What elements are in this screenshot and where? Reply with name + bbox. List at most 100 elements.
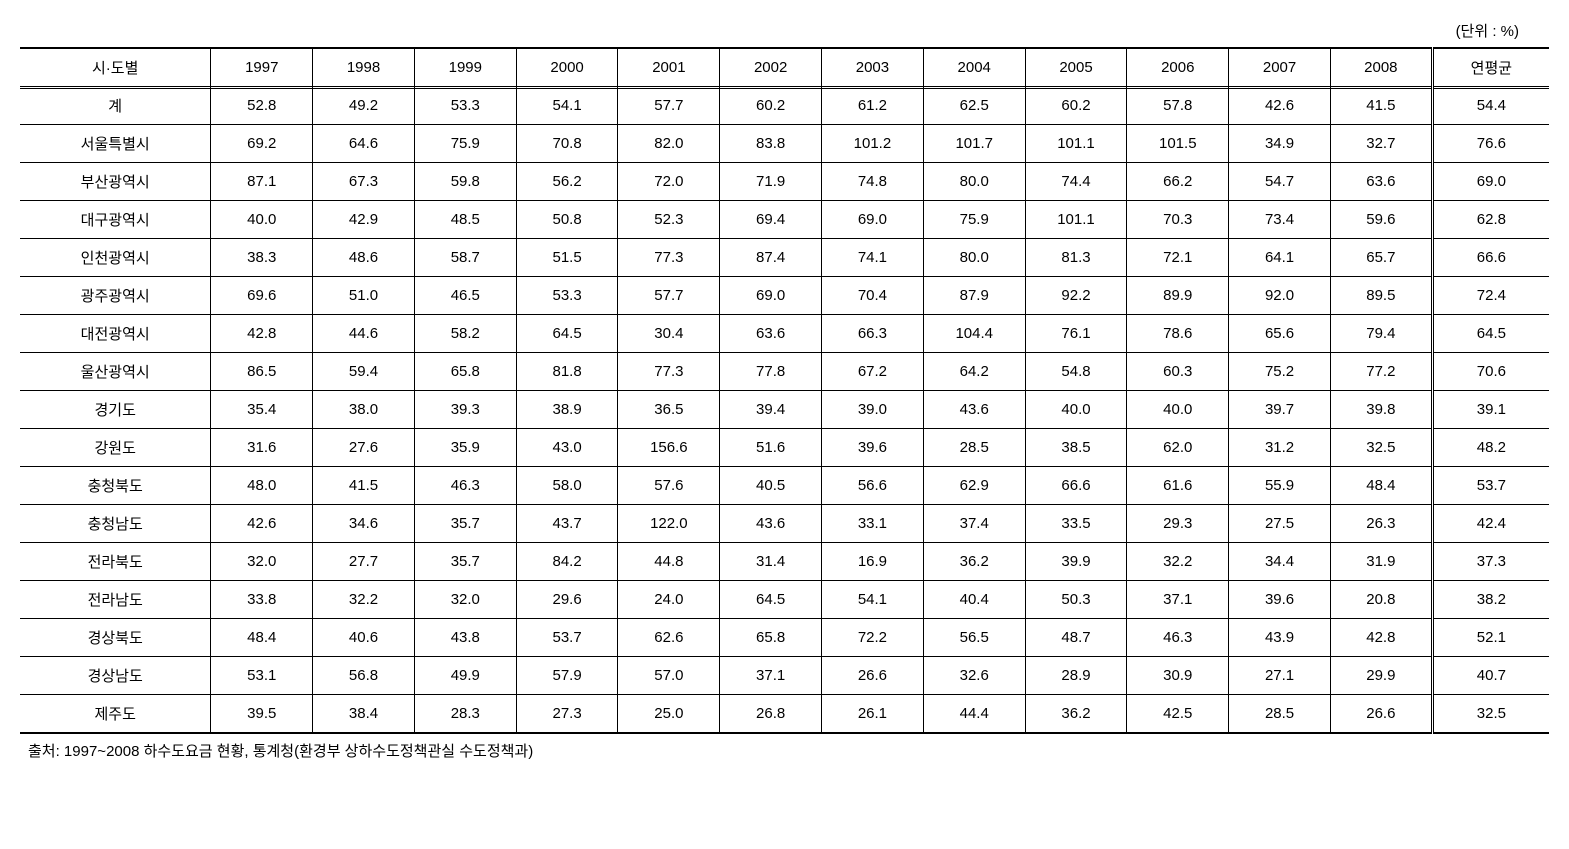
cell-value: 39.0 [822, 391, 924, 429]
cell-value: 39.6 [822, 429, 924, 467]
cell-value: 42.6 [1229, 87, 1331, 125]
cell-value: 43.6 [923, 391, 1025, 429]
cell-value: 38.0 [313, 391, 415, 429]
header-year: 2005 [1025, 48, 1127, 87]
cell-value: 37.1 [720, 657, 822, 695]
cell-value: 92.2 [1025, 277, 1127, 315]
cell-value: 80.0 [923, 163, 1025, 201]
cell-value: 65.8 [720, 619, 822, 657]
cell-value: 69.6 [211, 277, 313, 315]
cell-value: 53.7 [516, 619, 618, 657]
cell-value: 26.1 [822, 695, 924, 734]
table-body: 계52.849.253.354.157.760.261.262.560.257.… [20, 87, 1549, 734]
cell-value: 72.1 [1127, 239, 1229, 277]
cell-value: 54.8 [1025, 353, 1127, 391]
row-label: 강원도 [20, 429, 211, 467]
cell-value: 20.8 [1330, 581, 1432, 619]
cell-value: 36.2 [1025, 695, 1127, 734]
table-row: 인천광역시38.348.658.751.577.387.474.180.081.… [20, 239, 1549, 277]
cell-value: 53.3 [516, 277, 618, 315]
row-label: 대전광역시 [20, 315, 211, 353]
cell-value: 32.0 [211, 543, 313, 581]
cell-value: 87.1 [211, 163, 313, 201]
table-header-row: 시·도별199719981999200020012002200320042005… [20, 48, 1549, 87]
cell-value: 39.3 [414, 391, 516, 429]
cell-average: 72.4 [1432, 277, 1549, 315]
cell-value: 42.9 [313, 201, 415, 239]
cell-value: 75.9 [923, 201, 1025, 239]
table-row: 광주광역시69.651.046.553.357.769.070.487.992.… [20, 277, 1549, 315]
cell-value: 27.3 [516, 695, 618, 734]
cell-value: 48.4 [1330, 467, 1432, 505]
cell-value: 31.9 [1330, 543, 1432, 581]
cell-value: 70.3 [1127, 201, 1229, 239]
cell-value: 62.5 [923, 87, 1025, 125]
cell-value: 28.9 [1025, 657, 1127, 695]
cell-value: 56.5 [923, 619, 1025, 657]
row-label: 경상북도 [20, 619, 211, 657]
cell-average: 40.7 [1432, 657, 1549, 695]
row-label: 충청남도 [20, 505, 211, 543]
cell-value: 46.5 [414, 277, 516, 315]
cell-value: 58.2 [414, 315, 516, 353]
cell-value: 32.2 [313, 581, 415, 619]
cell-value: 65.7 [1330, 239, 1432, 277]
table-row: 부산광역시87.167.359.856.272.071.974.880.074.… [20, 163, 1549, 201]
header-year: 2008 [1330, 48, 1432, 87]
cell-value: 42.8 [1330, 619, 1432, 657]
cell-value: 66.3 [822, 315, 924, 353]
cell-value: 57.7 [618, 277, 720, 315]
cell-value: 59.6 [1330, 201, 1432, 239]
cell-value: 27.6 [313, 429, 415, 467]
cell-value: 61.2 [822, 87, 924, 125]
header-region: 시·도별 [20, 48, 211, 87]
cell-value: 29.3 [1127, 505, 1229, 543]
cell-average: 62.8 [1432, 201, 1549, 239]
table-row: 경상북도48.440.643.853.762.665.872.256.548.7… [20, 619, 1549, 657]
cell-value: 73.4 [1229, 201, 1331, 239]
row-label: 전라북도 [20, 543, 211, 581]
cell-value: 26.3 [1330, 505, 1432, 543]
cell-value: 89.5 [1330, 277, 1432, 315]
cell-value: 48.5 [414, 201, 516, 239]
cell-value: 101.7 [923, 125, 1025, 163]
row-label: 제주도 [20, 695, 211, 734]
cell-value: 81.3 [1025, 239, 1127, 277]
header-year: 1998 [313, 48, 415, 87]
cell-value: 27.7 [313, 543, 415, 581]
cell-average: 53.7 [1432, 467, 1549, 505]
cell-value: 52.3 [618, 201, 720, 239]
cell-value: 35.9 [414, 429, 516, 467]
cell-value: 65.8 [414, 353, 516, 391]
cell-value: 55.9 [1229, 467, 1331, 505]
cell-value: 63.6 [1330, 163, 1432, 201]
row-label: 서울특별시 [20, 125, 211, 163]
cell-value: 87.9 [923, 277, 1025, 315]
cell-value: 64.5 [516, 315, 618, 353]
cell-value: 74.1 [822, 239, 924, 277]
cell-value: 51.6 [720, 429, 822, 467]
cell-value: 101.5 [1127, 125, 1229, 163]
cell-value: 24.0 [618, 581, 720, 619]
table-row: 제주도39.538.428.327.325.026.826.144.436.24… [20, 695, 1549, 734]
cell-value: 77.8 [720, 353, 822, 391]
header-average: 연평균 [1432, 48, 1549, 87]
cell-value: 79.4 [1330, 315, 1432, 353]
header-year: 2004 [923, 48, 1025, 87]
cell-value: 56.8 [313, 657, 415, 695]
cell-value: 46.3 [414, 467, 516, 505]
cell-value: 37.1 [1127, 581, 1229, 619]
cell-value: 30.9 [1127, 657, 1229, 695]
cell-average: 54.4 [1432, 87, 1549, 125]
cell-value: 29.9 [1330, 657, 1432, 695]
cell-value: 39.8 [1330, 391, 1432, 429]
cell-value: 44.4 [923, 695, 1025, 734]
header-year: 1999 [414, 48, 516, 87]
cell-value: 82.0 [618, 125, 720, 163]
cell-value: 35.7 [414, 543, 516, 581]
cell-value: 63.6 [720, 315, 822, 353]
cell-value: 69.0 [720, 277, 822, 315]
cell-value: 28.3 [414, 695, 516, 734]
cell-value: 70.8 [516, 125, 618, 163]
table-row: 울산광역시86.559.465.881.877.377.867.264.254.… [20, 353, 1549, 391]
